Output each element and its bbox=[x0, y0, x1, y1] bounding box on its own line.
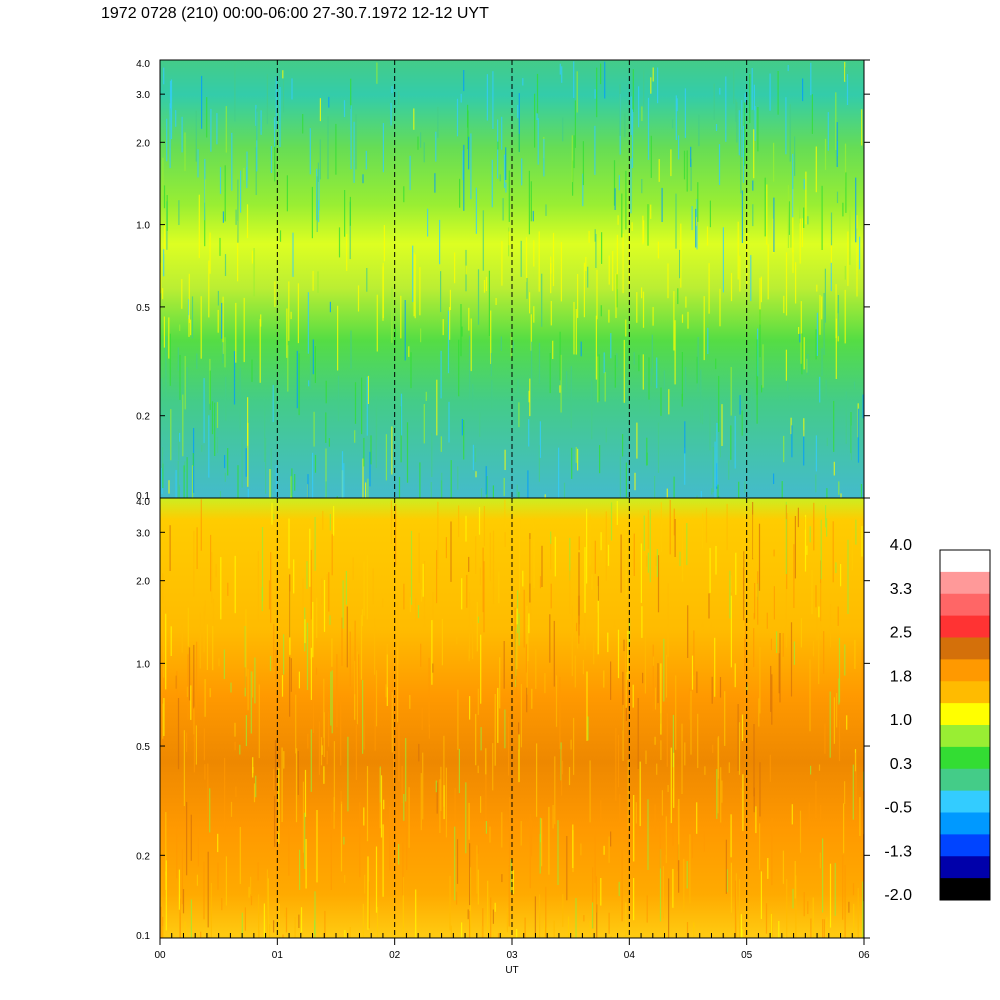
x-tick-label: 04 bbox=[624, 950, 636, 961]
y-tick-label: 0.2 bbox=[136, 412, 150, 423]
x-axis-label: UT bbox=[505, 965, 518, 976]
colorbar-swatch bbox=[940, 878, 990, 901]
colorbar-swatch bbox=[940, 834, 990, 857]
y-tick-label: 0.1 bbox=[136, 931, 150, 942]
colorbar: 4.0 3.3 2.5 1.8 1.0 0.3 -0.5 -1.3 -2.0 bbox=[884, 537, 991, 904]
colorbar-swatch bbox=[940, 703, 990, 726]
colorbar-swatch bbox=[940, 856, 990, 879]
colorbar-swatch bbox=[940, 615, 990, 639]
colorbar-swatch bbox=[940, 593, 990, 617]
y-tick-label: 3.0 bbox=[136, 90, 150, 101]
colorbar-label: 1.8 bbox=[890, 668, 912, 685]
y-axis-ticks: 4.03.02.01.00.50.20.14.03.02.01.00.50.20… bbox=[136, 59, 870, 942]
x-tick-label: 03 bbox=[506, 950, 518, 961]
y-tick-label: 3.0 bbox=[136, 528, 150, 539]
ut-hour-markers bbox=[276, 60, 748, 938]
y-tick-label: 2.0 bbox=[136, 577, 150, 588]
y-tick-label: 0.1 bbox=[136, 491, 150, 502]
y-tick-label: 0.2 bbox=[136, 851, 150, 862]
y-tick-label: 1.0 bbox=[136, 659, 150, 670]
y-tick-label: 4.0 bbox=[136, 497, 150, 508]
colorbar-swatch bbox=[940, 768, 990, 792]
colorbar-frame bbox=[939, 549, 991, 901]
colorbar-label: 3.3 bbox=[890, 581, 912, 598]
colorbar-swatch bbox=[940, 550, 990, 573]
y-tick-label: 0.5 bbox=[136, 742, 150, 753]
chart-title: 1972 0728 (210) 00:00-06:00 27-30.7.1972… bbox=[101, 5, 489, 22]
colorbar-swatch bbox=[940, 746, 990, 770]
colorbar-swatch bbox=[940, 637, 990, 660]
x-tick-label: 06 bbox=[858, 950, 870, 961]
colorbar-swatch bbox=[940, 659, 990, 682]
y-tick-label: 2.0 bbox=[136, 138, 150, 149]
colorbar-label: 4.0 bbox=[890, 537, 912, 554]
y-tick-label: 0.5 bbox=[136, 303, 150, 314]
colorbar-label: -0.5 bbox=[884, 800, 912, 817]
colorbar-swatch bbox=[940, 725, 990, 748]
colorbar-label: 1.0 bbox=[890, 712, 912, 729]
colorbar-label: 2.5 bbox=[890, 625, 912, 642]
colorbar-swatch bbox=[940, 681, 990, 704]
x-tick-label: 01 bbox=[272, 950, 284, 961]
colorbar-swatch bbox=[940, 790, 990, 814]
colorbar-label: -2.0 bbox=[884, 887, 912, 904]
colorbar-swatch bbox=[940, 571, 990, 595]
lower-panel-texture bbox=[160, 499, 864, 938]
y-tick-label: 1.0 bbox=[136, 221, 150, 232]
upper-panel-texture bbox=[160, 60, 864, 498]
x-tick-label: 05 bbox=[741, 950, 753, 961]
y-tick-label: 4.0 bbox=[136, 59, 150, 70]
x-axis-ticks: 00 01 02 03 04 05 06 bbox=[154, 933, 870, 961]
colorbar-swatch bbox=[940, 812, 990, 835]
colorbar-label: -1.3 bbox=[884, 843, 912, 860]
x-tick-label: 02 bbox=[389, 950, 401, 961]
x-tick-label: 00 bbox=[154, 950, 166, 961]
colorbar-label: 0.3 bbox=[890, 756, 912, 773]
